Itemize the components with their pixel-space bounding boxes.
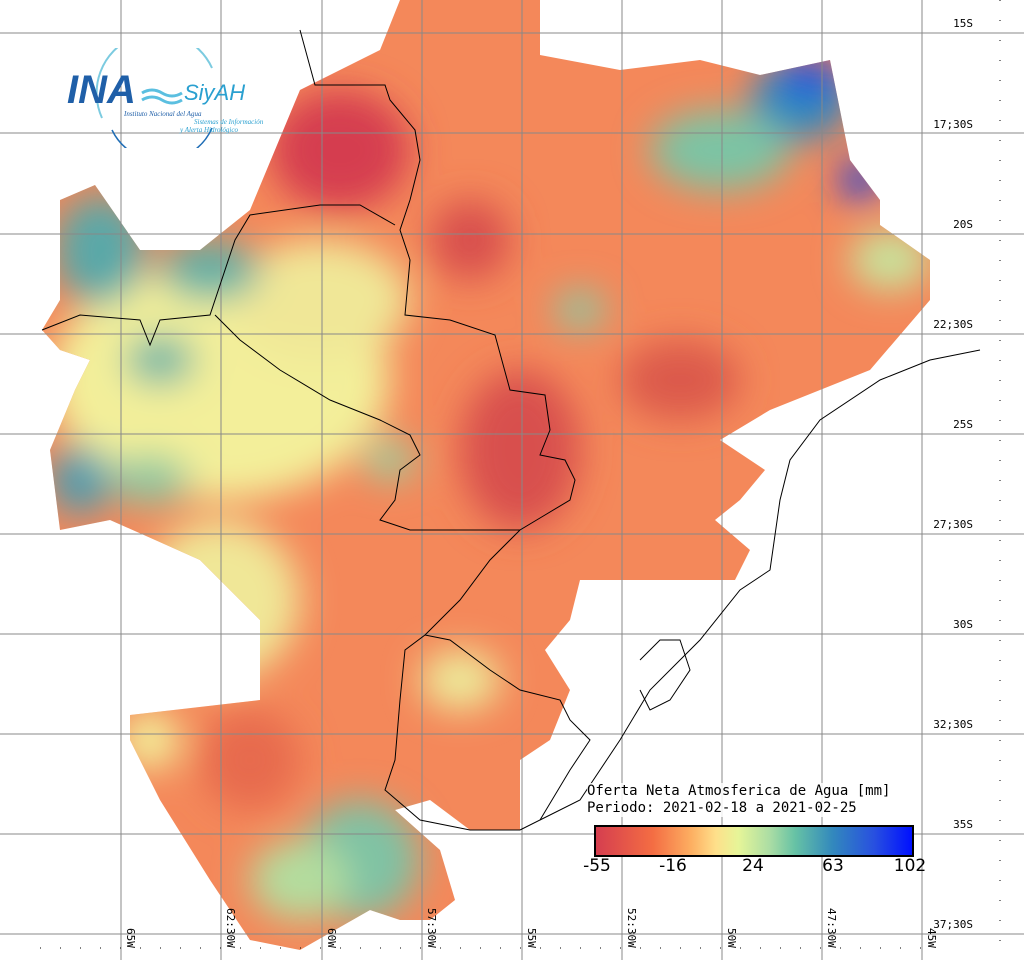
legend-title: Oferta Neta Atmosferica de Agua [mm] Per… (587, 783, 891, 817)
colorbar-tick: -16 (659, 856, 687, 876)
colorbar-tick: 63 (822, 856, 844, 876)
lon-label: 57:30W (425, 908, 438, 948)
colorbar (594, 825, 914, 857)
lat-label: 30S (952, 618, 974, 631)
lat-label: 25S (952, 418, 974, 431)
lat-label: 20S (952, 218, 974, 231)
lon-label: 55W (525, 928, 538, 948)
lat-label: 15S (952, 17, 974, 30)
svg-text:y Alerta Hidrológico: y Alerta Hidrológico (179, 126, 238, 134)
lon-label: 60W (325, 928, 338, 948)
lon-label: 45W (925, 928, 938, 948)
lat-label: 27;30S (932, 518, 974, 531)
svg-text:Sistemas de Información: Sistemas de Información (194, 118, 264, 126)
lat-label: 22;30S (932, 318, 974, 331)
lon-label: 47:30W (825, 908, 838, 948)
svg-text:Instituto Nacional del Agua: Instituto Nacional del Agua (123, 110, 202, 118)
lat-label: 37;30S (932, 918, 974, 931)
legend-variable: Oferta Neta Atmosferica de Agua [mm] (587, 783, 891, 799)
legend-period: Periodo: 2021-02-18 a 2021-02-25 (587, 800, 857, 816)
colorbar-tick: -55 (583, 856, 611, 876)
lat-label: 35S (952, 818, 974, 831)
lat-label: 17;30S (932, 118, 974, 131)
colorbar-tick: 24 (742, 856, 764, 876)
lon-label: 65W (124, 928, 137, 948)
lon-label: 50W (725, 928, 738, 948)
colorbar-tick: 102 (893, 856, 927, 876)
lon-label: 62:30W (224, 908, 237, 948)
ina-siyah-logo: INA SiyAH Instituto Nacional del Agua Si… (62, 48, 272, 148)
lat-label: 32;30S (932, 718, 974, 731)
borders (41, 29, 981, 831)
svg-text:INA: INA (67, 68, 136, 112)
edge-ticks (40, 0, 1001, 960)
svg-text:SiyAH: SiyAH (184, 80, 245, 105)
lon-label: 52:30W (625, 908, 638, 948)
